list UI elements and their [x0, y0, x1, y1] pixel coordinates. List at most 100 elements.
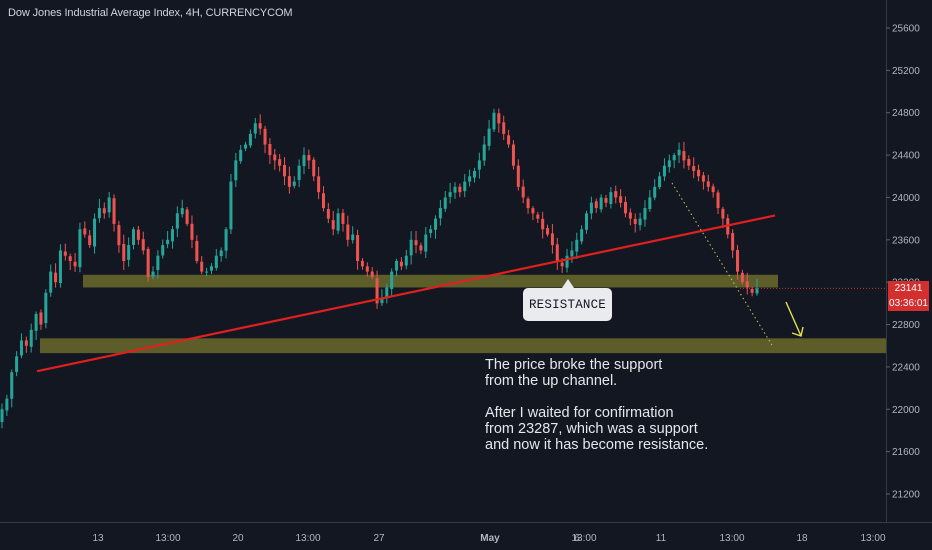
candle-body — [740, 272, 744, 283]
support-zone — [40, 338, 886, 354]
candle-body — [278, 159, 282, 166]
candle-body — [170, 229, 174, 242]
x-tick-label: 27 — [373, 533, 385, 544]
candle-body — [54, 272, 58, 283]
candle-body — [166, 239, 170, 245]
callout-line — [485, 389, 708, 405]
x-tick-label: 13:00 — [860, 533, 885, 544]
x-tick-label: 13:00 — [719, 533, 744, 544]
candle-body — [253, 123, 257, 134]
bar-countdown-tag: 03:36:01 — [888, 295, 929, 312]
candle-body — [507, 135, 511, 145]
candle-body — [706, 181, 710, 187]
candle-body — [34, 313, 38, 331]
candle-body — [658, 176, 662, 188]
callout-line: from 23287, which was a support — [485, 421, 698, 437]
candle-body — [205, 271, 209, 273]
support-zone — [83, 274, 778, 288]
candle-body — [424, 234, 428, 252]
candle-body — [112, 198, 116, 224]
candle-body — [49, 271, 53, 293]
candle-body — [487, 128, 491, 146]
candle-body — [73, 261, 77, 267]
candle-body — [653, 186, 657, 198]
candle-body — [711, 186, 715, 193]
y-tick-label: 21200 — [892, 490, 920, 501]
candle-body — [380, 298, 384, 304]
callout-line: from the up channel. — [485, 373, 618, 389]
candle-body — [370, 271, 374, 277]
candle-body — [39, 312, 43, 325]
candle-body — [297, 165, 301, 181]
candle-body — [434, 218, 438, 230]
candle-body — [395, 261, 399, 271]
candle-body — [648, 197, 652, 209]
resistance-label[interactable]: RESISTANCE — [523, 288, 612, 321]
candle-body — [29, 329, 33, 347]
candle-body — [317, 176, 321, 193]
x-tick-label: May — [480, 533, 500, 544]
y-tick-label: 25600 — [892, 24, 920, 35]
candle-body — [531, 208, 535, 214]
candle-body — [258, 123, 262, 129]
candle-body — [239, 149, 243, 162]
candle-body — [638, 218, 642, 226]
candle-body — [127, 245, 131, 260]
candle-body — [88, 235, 92, 246]
y-tick-label: 22000 — [892, 405, 920, 416]
candle-body — [68, 256, 72, 261]
candle-body — [122, 243, 126, 261]
candle-body — [292, 181, 296, 186]
candle-body — [83, 228, 87, 235]
candle-body — [195, 240, 199, 261]
candle-body — [214, 255, 218, 268]
candle-body — [107, 197, 111, 213]
candle-body — [526, 198, 530, 209]
y-tick-label: 24400 — [892, 151, 920, 162]
candle-body — [175, 213, 179, 229]
candle-body — [429, 229, 433, 234]
candle-body — [341, 212, 345, 224]
x-tick-label: 18 — [796, 533, 808, 544]
candle-body — [287, 176, 291, 187]
candle-body — [560, 262, 564, 267]
candle-body — [209, 266, 213, 271]
candle-body — [463, 181, 467, 192]
candle-body — [604, 197, 608, 203]
candle-body — [331, 220, 335, 230]
candle-body — [356, 235, 360, 261]
candle-body — [570, 250, 574, 257]
candle-body — [273, 154, 277, 161]
candle-body — [672, 155, 676, 161]
candle-body — [614, 191, 618, 198]
candle-body — [419, 245, 423, 251]
candle-body — [156, 255, 160, 271]
candle-body — [623, 201, 627, 214]
candle-body — [385, 287, 389, 299]
candle-body — [546, 228, 550, 235]
candle-body — [443, 197, 447, 209]
candle-body — [750, 289, 754, 293]
candle-body — [633, 218, 637, 224]
candle-body — [190, 223, 194, 240]
candle-body — [662, 165, 666, 177]
candle-body — [731, 233, 735, 251]
candle-body — [78, 229, 82, 268]
candle-body — [745, 281, 749, 288]
candle-body — [224, 229, 228, 251]
candle-body — [404, 255, 408, 266]
candle-body — [390, 271, 394, 289]
candle-body — [117, 225, 121, 246]
candle-body — [302, 155, 306, 167]
candle-body — [399, 261, 403, 267]
candle-body — [736, 249, 740, 272]
candle-body — [492, 112, 496, 130]
candle-body — [229, 181, 233, 230]
uptrend-line — [36, 214, 776, 373]
candle-body — [511, 144, 515, 166]
candle-body — [185, 209, 189, 224]
y-tick-label: 25200 — [892, 66, 920, 77]
analysis-callout[interactable]: The price broke the support from the up … — [485, 357, 708, 453]
candle-body — [687, 159, 691, 166]
